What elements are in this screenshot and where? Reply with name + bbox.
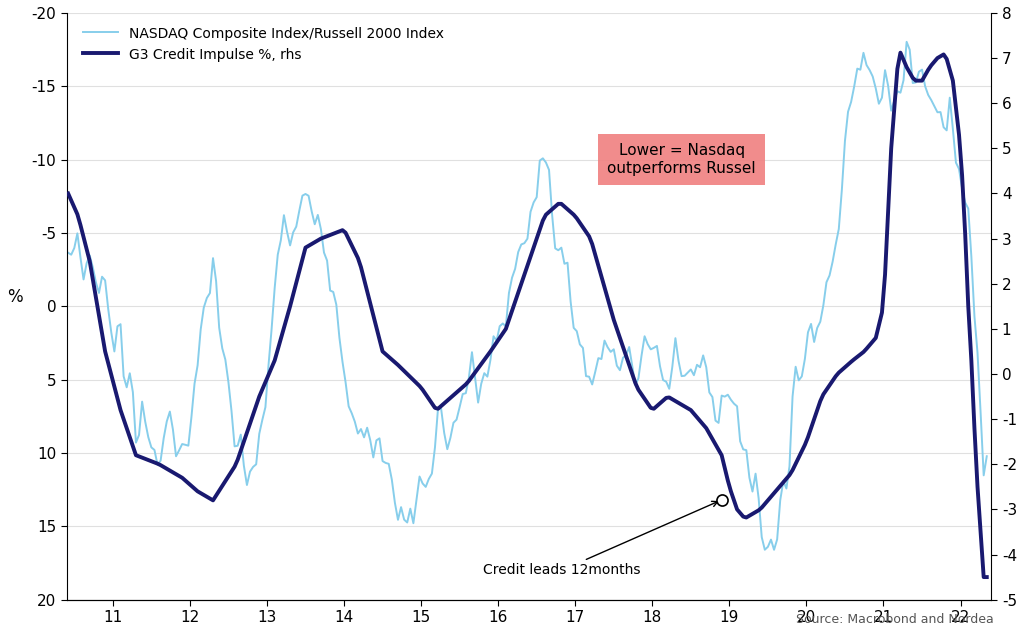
Text: Credit leads 12months: Credit leads 12months: [482, 501, 718, 577]
Y-axis label: %: %: [7, 288, 23, 307]
Legend: NASDAQ Composite Index/Russell 2000 Index, G3 Credit Impulse %, rhs: NASDAQ Composite Index/Russell 2000 Inde…: [83, 26, 443, 63]
Text: Source: Macrobond and Nordea: Source: Macrobond and Nordea: [796, 612, 993, 626]
Text: Lower = Nasdaq
outperforms Russel: Lower = Nasdaq outperforms Russel: [607, 143, 756, 176]
